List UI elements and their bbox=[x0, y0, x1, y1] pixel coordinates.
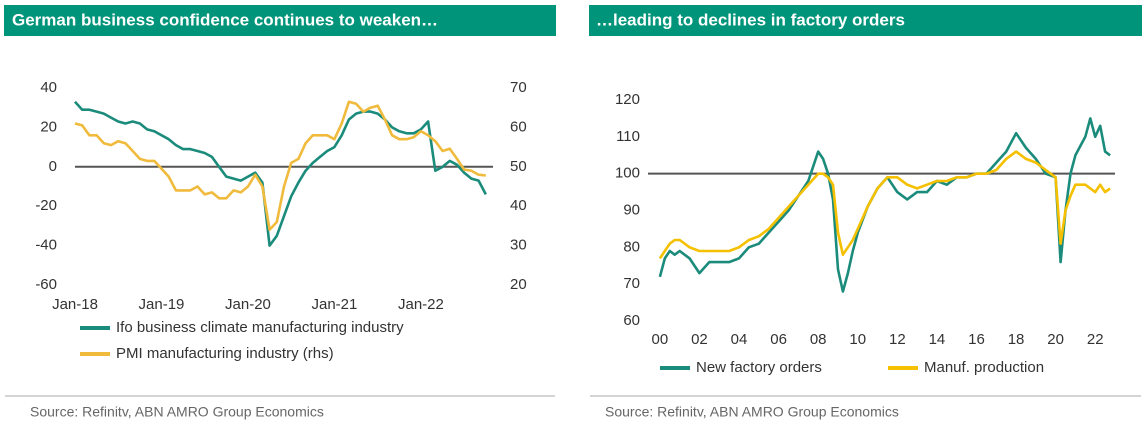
legend-label: PMI manufacturing industry (rhs) bbox=[116, 345, 334, 362]
x-tick-label: 02 bbox=[691, 331, 708, 348]
x-tick-label: 12 bbox=[889, 331, 906, 348]
y-tick-label: -40 bbox=[35, 237, 57, 254]
y-tick-label: 110 bbox=[616, 128, 640, 145]
y-tick-label: 70 bbox=[623, 275, 640, 292]
series-line bbox=[658, 150, 1111, 260]
y-tick-label: 120 bbox=[615, 91, 640, 108]
x-tick-label: 08 bbox=[810, 331, 827, 348]
y2-tick-label: 50 bbox=[510, 158, 527, 175]
series-line bbox=[658, 117, 1111, 293]
legend-label: New factory orders bbox=[696, 359, 822, 376]
y-tick-label: 90 bbox=[623, 201, 640, 218]
header-bar bbox=[4, 5, 556, 36]
y-tick-label: 60 bbox=[623, 312, 640, 329]
x-tick-label: 00 bbox=[652, 331, 669, 348]
x-tick-label: 04 bbox=[731, 331, 748, 348]
x-tick-label: Jan-21 bbox=[312, 296, 358, 313]
x-tick-label: 20 bbox=[1047, 331, 1064, 348]
x-tick-label: 16 bbox=[968, 331, 985, 348]
x-tick-label: 14 bbox=[929, 331, 946, 348]
x-tick-label: Jan-19 bbox=[139, 296, 185, 313]
series-line bbox=[74, 100, 486, 232]
series-line bbox=[74, 100, 487, 247]
y2-tick-label: 60 bbox=[510, 118, 527, 135]
y-tick-label: 0 bbox=[49, 158, 57, 175]
x-tick-label: 06 bbox=[770, 331, 787, 348]
x-tick-label: 22 bbox=[1087, 331, 1104, 348]
chart-title: …leading to declines in factory orders bbox=[596, 10, 905, 29]
y2-tick-label: 30 bbox=[510, 237, 527, 254]
y2-tick-label: 40 bbox=[510, 197, 527, 214]
x-tick-label: 10 bbox=[849, 331, 866, 348]
y-tick-label: 80 bbox=[623, 238, 640, 255]
y-tick-label: -60 bbox=[35, 276, 57, 293]
x-tick-label: Jan-18 bbox=[52, 296, 98, 313]
x-tick-label: 18 bbox=[1008, 331, 1025, 348]
y-tick-label: 40 bbox=[40, 79, 57, 96]
source: Source: Refinitv, ABN AMRO Group Economi… bbox=[30, 404, 324, 420]
x-tick-label: Jan-22 bbox=[398, 296, 444, 313]
y2-tick-label: 70 bbox=[510, 79, 527, 96]
legend-label: Ifo business climate manufacturing indus… bbox=[116, 319, 404, 336]
source: Source: Refinitv, ABN AMRO Group Economi… bbox=[605, 404, 899, 420]
legend-label: Manuf. production bbox=[924, 359, 1044, 376]
x-tick-label: Jan-20 bbox=[225, 296, 271, 313]
header-bar bbox=[589, 5, 1142, 36]
y-tick-label: 100 bbox=[615, 165, 640, 182]
y2-tick-label: 20 bbox=[510, 276, 527, 293]
y-tick-label: 20 bbox=[40, 118, 57, 135]
y-tick-label: -20 bbox=[35, 197, 57, 214]
chart-title: German business confidence continues to … bbox=[12, 10, 438, 29]
